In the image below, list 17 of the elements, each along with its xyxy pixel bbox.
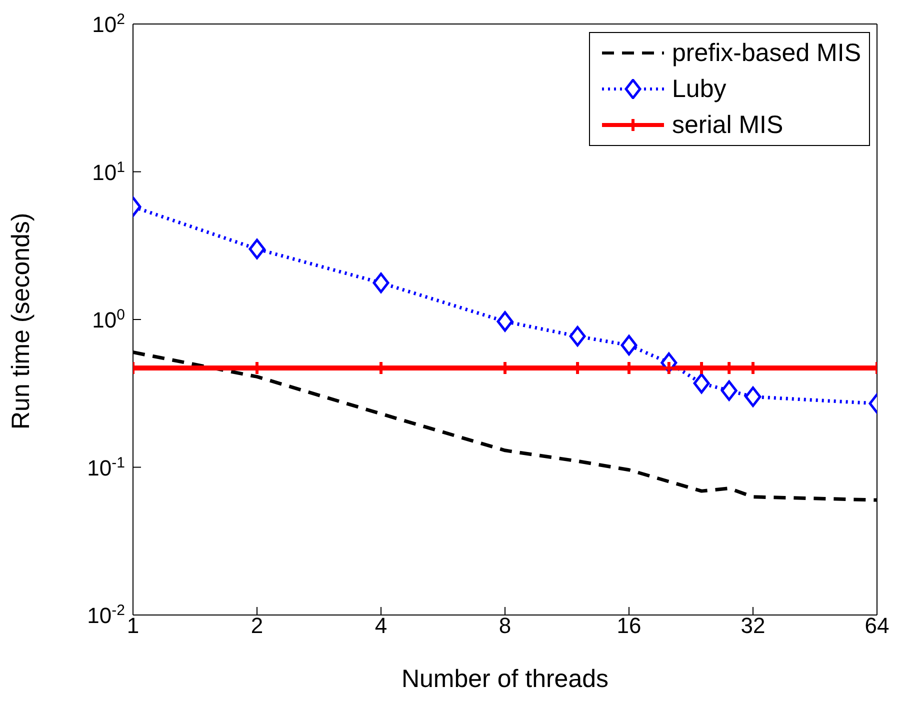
x-tick-label: 8 [498,613,512,638]
x-tick-label: 16 [616,613,642,638]
legend-label: Luby [672,74,726,104]
x-tick-label: 4 [374,613,388,638]
y-tick-label: 10$^{2}$ [92,10,125,37]
y-tick-label: 10$^{1}$ [92,158,125,185]
y-tick-label: 10$^{0}$ [92,306,125,332]
x-tick-label: 1 [126,613,140,638]
x-tick-label: 32 [740,613,766,638]
legend-label: serial MIS [672,110,784,140]
legend-label: prefix-based MIS [672,38,861,68]
y-tick-label: 10$^{-2}$ [87,602,125,628]
y-axis-title: Run time (seconds) [6,212,35,430]
x-axis-title: Number of threads [401,665,609,693]
y-tick-label: 10$^{-1}$ [87,454,125,480]
x-tick-label: 2 [250,613,264,638]
x-tick-label: 64 [864,613,890,638]
